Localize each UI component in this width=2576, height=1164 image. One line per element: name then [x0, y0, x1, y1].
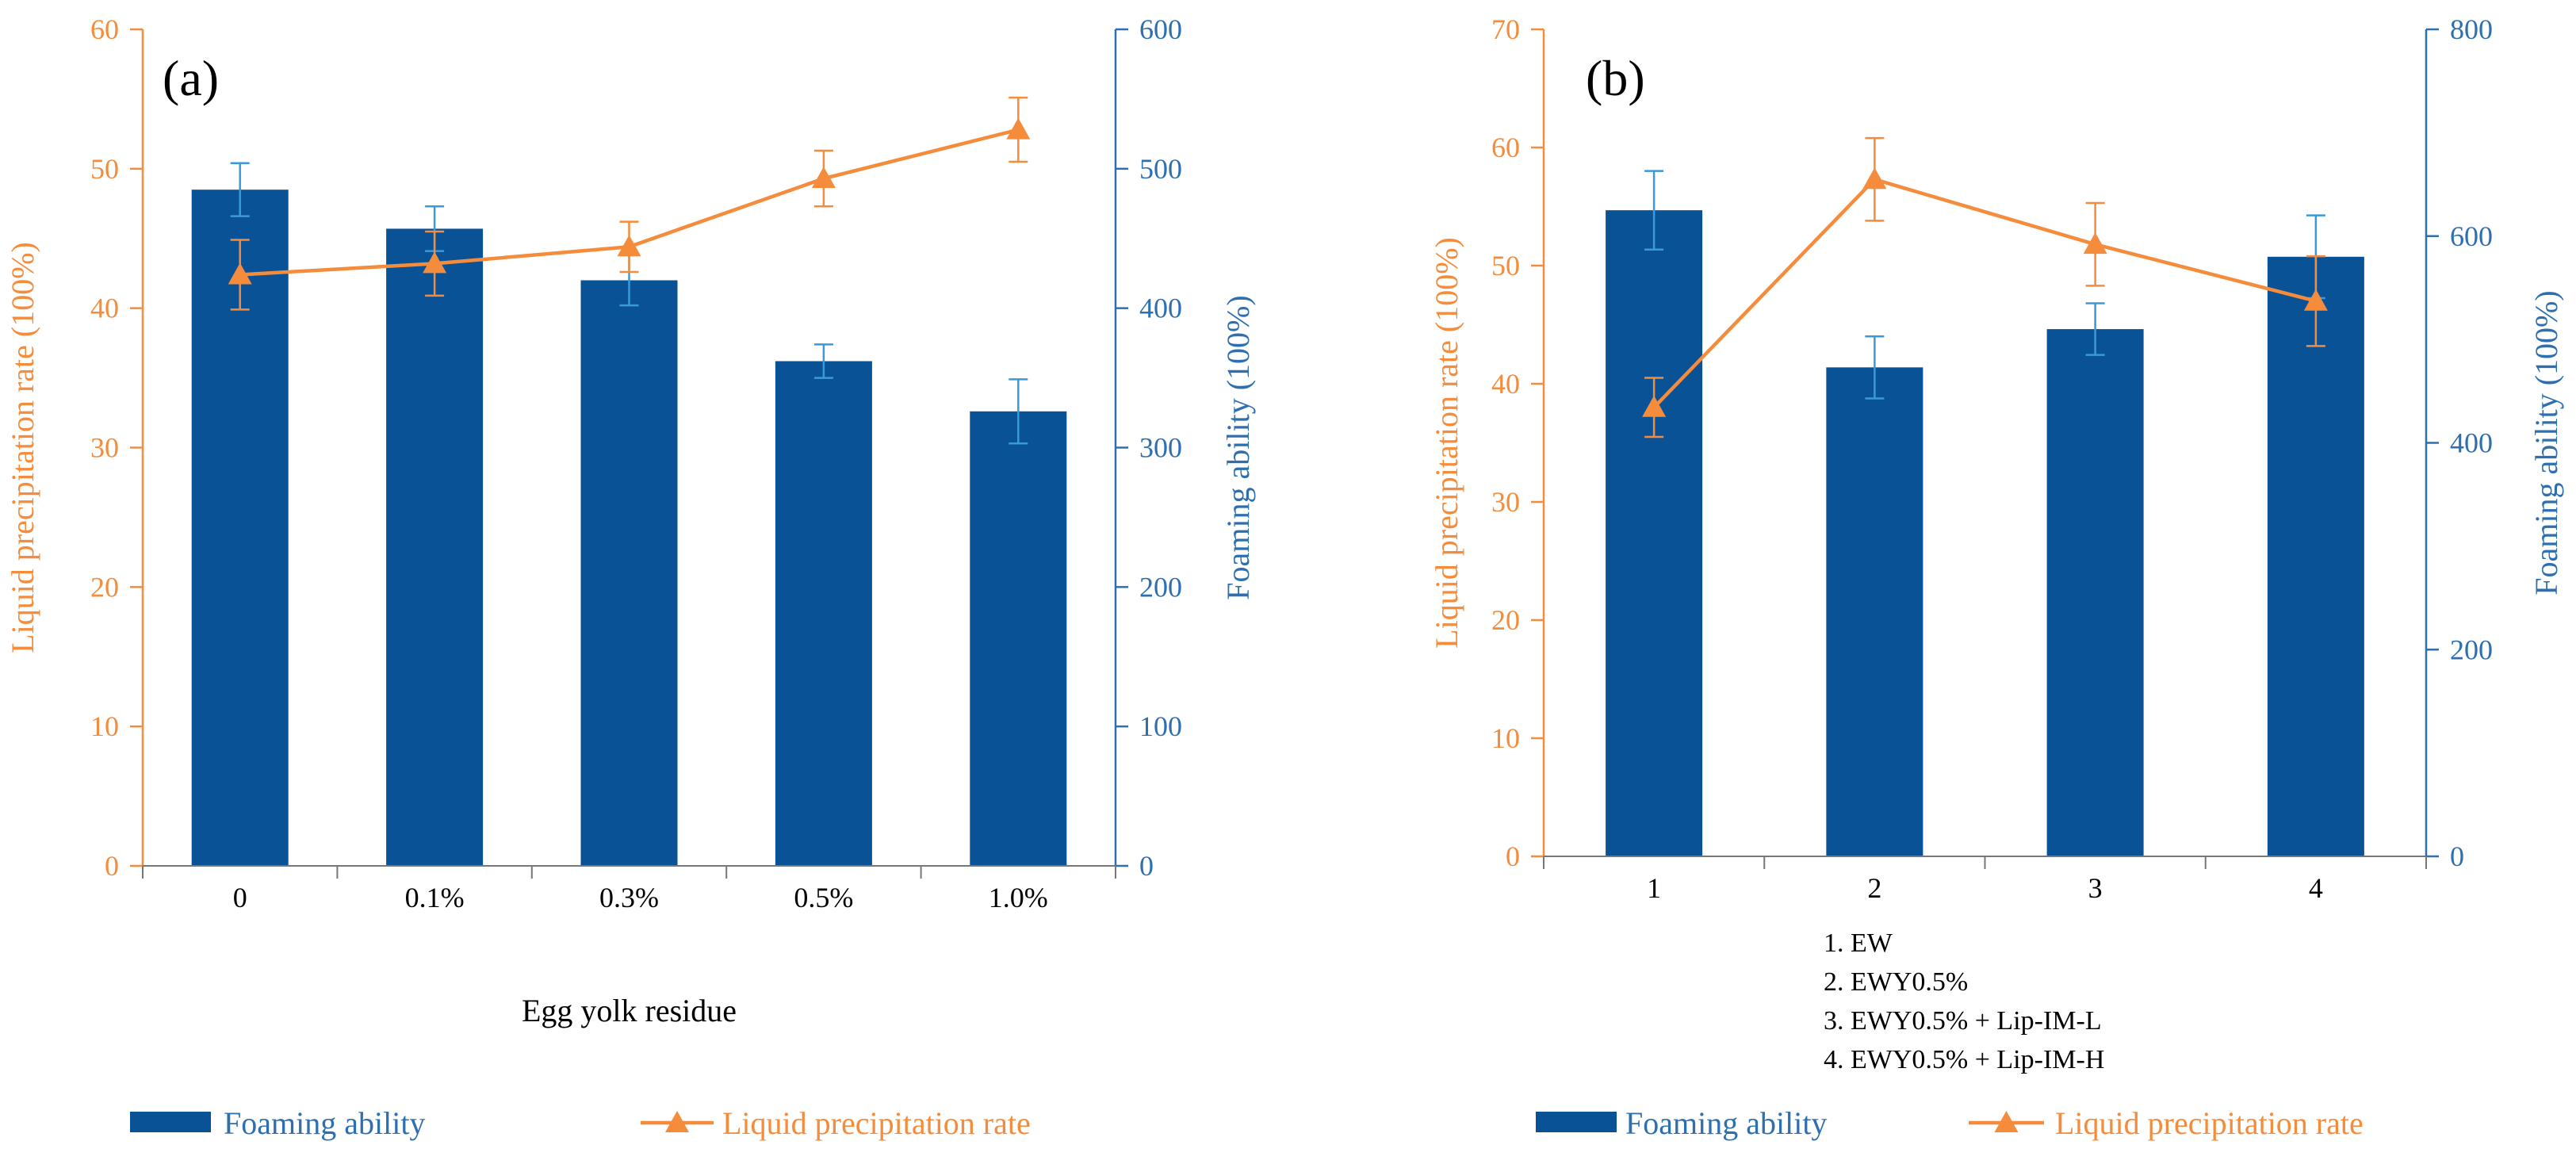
panel-label: (a) — [163, 50, 219, 106]
right-y-tick-label: 200 — [1139, 571, 1182, 603]
category-note: 2. EWY0.5% — [1824, 967, 1968, 997]
bar-foaming-ability — [1826, 367, 1923, 856]
left-y-tick-label: 30 — [90, 432, 119, 464]
line-marker-triangle — [423, 251, 447, 274]
bar-foaming-ability — [970, 411, 1067, 866]
legend-line-label: Liquid precipitation rate — [2055, 1105, 2364, 1141]
right-y-axis-label: Foaming ability (100%) — [1220, 295, 1256, 599]
line-marker-triangle — [228, 262, 252, 285]
left-y-tick-label: 70 — [1491, 13, 1520, 45]
x-tick-label: 1.0% — [989, 882, 1048, 913]
legend-bar-label: Foaming ability — [224, 1105, 425, 1141]
left-y-tick-label: 20 — [1491, 604, 1520, 636]
legend-bar-label: Foaming ability — [1625, 1105, 1827, 1141]
left-y-tick-label: 30 — [1491, 486, 1520, 518]
chart-panel-a: 0 10 20 30 40 50 60 Liquid precipitation rate (… — [5, 13, 1256, 1141]
category-note: 3. EWY0.5% + Lip-IM-L — [1824, 1006, 2102, 1036]
x-tick-label: 0 — [233, 882, 247, 913]
x-tick-label: 0.5% — [794, 882, 853, 913]
right-y-axis-label: Foaming ability (100%) — [2528, 290, 2564, 595]
x-tick-label: 4 — [2309, 872, 2323, 904]
right-y-tick-label: 500 — [1139, 153, 1182, 185]
x-tick-label: 0.3% — [599, 882, 659, 913]
right-y-tick-label: 400 — [1139, 293, 1182, 324]
x-tick-label: 2 — [1867, 872, 1881, 904]
left-y-tick-label: 40 — [90, 293, 119, 324]
x-tick-label: 0.1% — [405, 882, 465, 913]
right-y-tick-label: 200 — [2450, 634, 2493, 665]
line-marker-triangle — [617, 235, 641, 257]
left-y-tick-label: 40 — [1491, 368, 1520, 400]
legend-line-label: Liquid precipitation rate — [722, 1105, 1031, 1141]
bar-foaming-ability — [386, 228, 484, 867]
right-y-tick-label: 0 — [2450, 840, 2464, 872]
bar-foaming-ability — [580, 280, 678, 866]
legend-line-marker — [665, 1111, 689, 1132]
right-y-tick-label: 600 — [1139, 13, 1182, 45]
line-marker-triangle — [1642, 395, 1667, 417]
left-y-tick-label: 10 — [1491, 722, 1520, 754]
left-y-axis-label: Liquid precipitation rate (100%) — [5, 242, 40, 653]
bar-foaming-ability — [775, 361, 872, 866]
line-marker-triangle — [1862, 167, 1887, 190]
bar-foaming-ability — [2046, 329, 2144, 856]
line-marker-triangle — [1006, 117, 1031, 140]
left-y-tick-label: 10 — [90, 710, 119, 742]
x-tick-label: 3 — [2088, 872, 2103, 904]
category-note: 4. EWY0.5% + Lip-IM-H — [1824, 1045, 2104, 1074]
right-y-tick-label: 300 — [1139, 432, 1182, 464]
left-y-tick-label: 0 — [1506, 840, 1520, 872]
left-y-axis-label: Liquid precipitation rate (100%) — [1429, 237, 1464, 649]
left-y-tick-label: 0 — [105, 850, 119, 882]
legend-line-marker — [1994, 1111, 2019, 1132]
left-y-tick-label: 20 — [90, 571, 119, 603]
left-y-tick-label: 60 — [90, 13, 119, 45]
left-y-tick-label: 60 — [1491, 132, 1520, 163]
x-axis-label: Egg yolk residue — [522, 993, 737, 1028]
legend-bar-swatch — [130, 1112, 211, 1132]
left-y-tick-label: 50 — [90, 153, 119, 185]
right-y-tick-label: 800 — [2450, 13, 2493, 45]
legend-bar-swatch — [1536, 1112, 1617, 1132]
panel-label: (b) — [1586, 50, 1645, 106]
line-marker-triangle — [2083, 232, 2107, 255]
line-marker-triangle — [811, 167, 836, 189]
line-liquid-precipitation-rate — [1652, 177, 2317, 409]
right-y-tick-label: 100 — [1139, 710, 1182, 742]
left-y-tick-label: 50 — [1491, 250, 1520, 281]
category-note: 1. EW — [1824, 929, 1893, 958]
right-y-tick-label: 0 — [1139, 850, 1154, 882]
x-tick-label: 1 — [1647, 872, 1661, 904]
right-y-tick-label: 400 — [2450, 427, 2493, 459]
right-y-tick-label: 600 — [2450, 220, 2493, 252]
bar-foaming-ability — [1606, 210, 1703, 856]
bar-foaming-ability — [2267, 256, 2364, 856]
line-marker-triangle — [2303, 289, 2328, 311]
